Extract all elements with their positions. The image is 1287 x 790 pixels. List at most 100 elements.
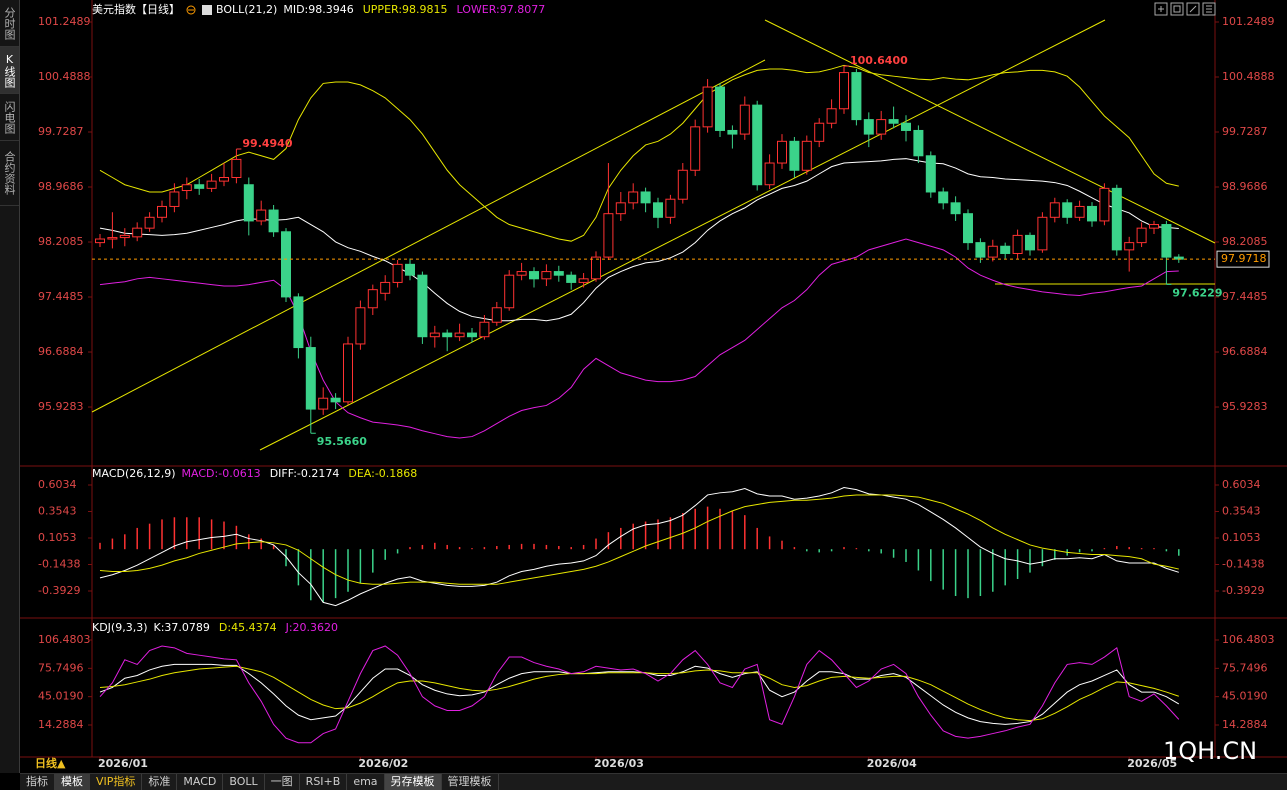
candle-body — [603, 213, 614, 258]
x-tick-label: 2026/01 — [98, 757, 148, 770]
candle-body — [504, 274, 515, 309]
legend-entry: MACD:-0.0613 — [182, 467, 261, 480]
candle-body — [615, 202, 626, 215]
candle-body — [913, 129, 924, 157]
candle-body — [256, 209, 267, 222]
frame — [20, 0, 1287, 758]
candle-body — [1000, 245, 1011, 254]
candle-body — [343, 343, 353, 403]
y-tick-label: 0.1053 — [38, 531, 77, 544]
candle-body — [801, 140, 812, 171]
icon[interactable] — [1170, 2, 1184, 16]
candle-body — [330, 397, 341, 403]
candle-body — [851, 72, 862, 121]
candle-body — [541, 271, 552, 280]
candle-body — [293, 296, 304, 349]
y-tick-label: 0.3543 — [38, 505, 77, 518]
y-tick-label: 96.6884 — [1222, 345, 1268, 358]
candle-body — [777, 140, 787, 164]
candle-body — [479, 321, 490, 338]
indicator-name: BOLL(21,2) — [216, 3, 277, 16]
annotation-label: 99.4940 — [242, 137, 292, 150]
icon[interactable] — [1186, 2, 1200, 16]
y-tick-label: 98.9686 — [38, 180, 84, 193]
x-tick-label: 2026/02 — [358, 757, 408, 770]
period-label[interactable]: 日线▲ — [35, 756, 66, 770]
toolbar-tab[interactable]: MACD — [177, 774, 224, 790]
candle-body — [702, 86, 713, 128]
y-tick-label: 97.4485 — [38, 290, 84, 303]
sidebar-tab[interactable]: 闪电图 — [0, 94, 19, 141]
candle-body — [144, 216, 155, 229]
y-tick-label: -0.1438 — [1222, 557, 1264, 570]
candle-body — [107, 237, 118, 240]
y-tick-label: 14.2884 — [1222, 718, 1268, 731]
last-price-label: 97.9718 — [1221, 252, 1267, 265]
candle-body — [975, 242, 986, 258]
sidebar-tab[interactable]: K线图 — [0, 47, 19, 94]
candle-body — [566, 274, 577, 283]
panel-title: MACD(26,12,9) — [92, 467, 176, 480]
channel-upper — [91, 59, 766, 413]
candle-body — [888, 119, 899, 124]
descending-line — [764, 19, 1216, 244]
y-tick-label: 101.2489 — [1222, 15, 1275, 28]
panel: 101.2489 101.2489 100.4888 100.4888 99.7287 9… — [38, 2, 1275, 448]
legend-entry: DIFF:-0.2174 — [270, 467, 340, 480]
window-icons — [1154, 2, 1216, 16]
candle-body — [1025, 234, 1035, 251]
toolbar-tab[interactable]: 另存模板 — [384, 774, 442, 790]
watermark: 1QH.CN — [1163, 737, 1257, 765]
candle-body — [305, 347, 316, 410]
candle-body — [1087, 205, 1097, 222]
candle-body — [950, 202, 961, 215]
icon[interactable] — [1202, 2, 1216, 16]
toolbar-tab[interactable]: RSI+B — [300, 774, 348, 790]
candle-body — [417, 274, 428, 338]
legend-entry: D:45.4374 — [219, 621, 277, 634]
y-tick-label: 101.2489 — [38, 15, 91, 28]
toolbar-tab[interactable]: 模板 — [55, 774, 90, 790]
toolbar-tab[interactable]: VIP指标 — [90, 774, 143, 790]
toolbar-tab[interactable]: 标准 — [142, 774, 178, 790]
annotation-label: 95.5660 — [317, 435, 367, 448]
candle-body — [1149, 224, 1159, 229]
candle-body — [739, 104, 750, 135]
candle-body — [987, 245, 998, 258]
candle-body — [690, 126, 701, 171]
last-price-box — [1216, 250, 1270, 268]
candle-body — [467, 332, 477, 338]
candle-body — [876, 119, 887, 135]
y-tick-label: 100.4888 — [1222, 70, 1275, 83]
icon[interactable] — [1154, 2, 1168, 16]
candle-body — [429, 332, 440, 338]
toolbar-tab[interactable]: BOLL — [223, 774, 265, 790]
icon-glyph — [1158, 5, 1212, 13]
candle-body — [281, 231, 291, 298]
candle-body — [355, 307, 366, 345]
sidebar-tab[interactable]: 合约资料 — [0, 141, 19, 206]
legend-entry: UPPER:98.9815 — [363, 3, 448, 16]
toolbar-tab[interactable]: 一图 — [265, 774, 300, 790]
sidebar-tab[interactable]: 分时图 — [0, 0, 19, 47]
annotation-label: 97.6229 — [1172, 286, 1222, 299]
y-tick-label: 0.6034 — [38, 478, 77, 491]
candle-body — [219, 177, 229, 182]
series-line — [99, 238, 1179, 439]
series-line — [99, 64, 1179, 242]
y-tick-label: 99.7287 — [1222, 125, 1268, 138]
panel: 106.4803 106.4803 75.7496 75.7496 45.0190 45.… — [38, 621, 1275, 770]
candle-body — [1037, 216, 1048, 251]
toolbar-tab[interactable]: ema — [347, 774, 385, 790]
candle-body — [653, 202, 663, 218]
candle-body — [516, 271, 527, 276]
toolbar-tab[interactable]: 指标 — [20, 774, 55, 790]
candle-body — [529, 271, 539, 280]
candle-body — [901, 122, 911, 131]
candle-body — [925, 155, 936, 193]
toolbar-tab[interactable]: 管理模板 — [442, 774, 499, 790]
candle-body — [1074, 205, 1085, 218]
candle-body — [454, 332, 465, 338]
legend-entry: K:37.0789 — [154, 621, 210, 634]
